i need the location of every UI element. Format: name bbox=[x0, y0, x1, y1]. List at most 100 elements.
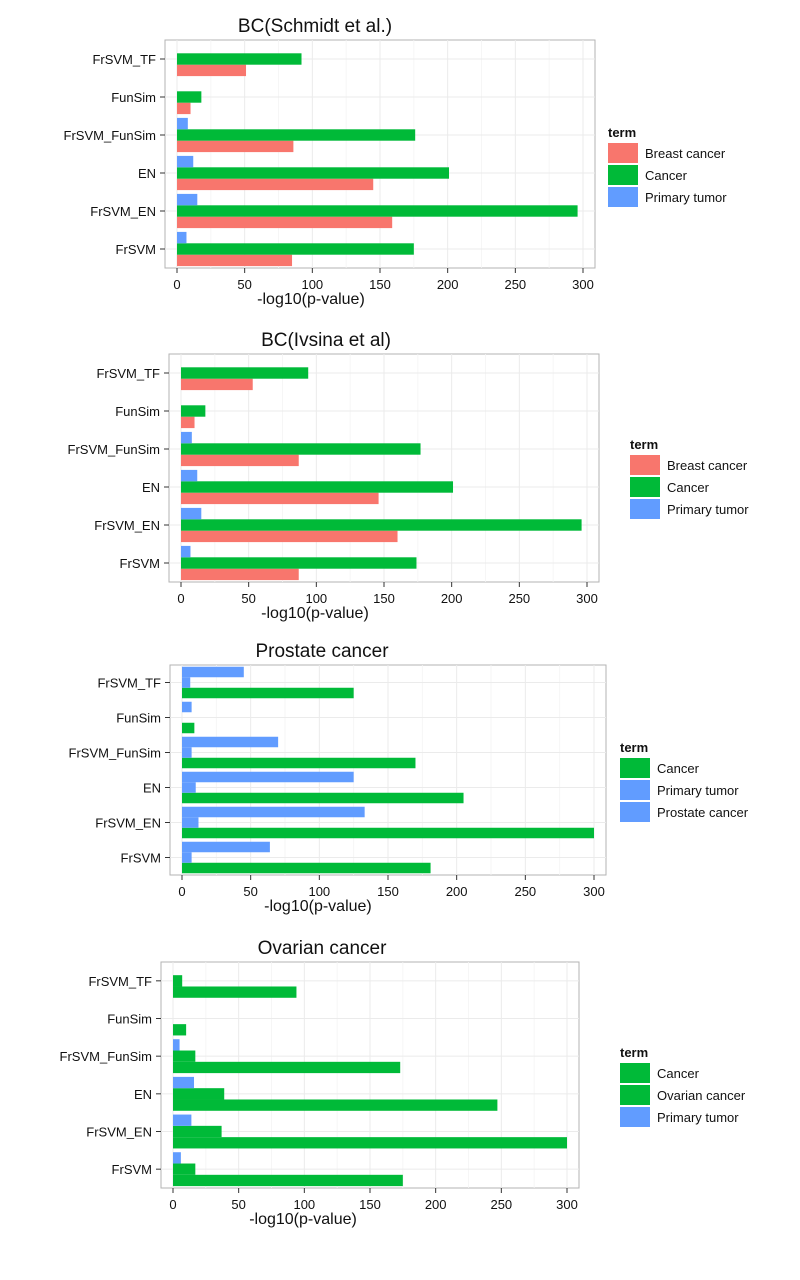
bar-cancer bbox=[173, 1024, 187, 1036]
x-tick-label: 150 bbox=[369, 277, 391, 292]
y-tick-label-frsvm-tf: FrSVM_TF bbox=[92, 52, 156, 67]
legend-label: Cancer bbox=[657, 761, 700, 776]
x-tick-label: 300 bbox=[576, 591, 598, 606]
legend-label: Breast cancer bbox=[667, 458, 748, 473]
bar-primary-tumor bbox=[177, 117, 188, 130]
x-tick-label: 200 bbox=[437, 277, 459, 292]
chart-panel-2: 0 50 100 150 200 250 300 FrSVM_TF FunSim FrSVM_Fu… bbox=[68, 330, 750, 622]
bar-cancer bbox=[182, 722, 195, 734]
bar-cancer bbox=[173, 986, 297, 998]
y-tick-label-frsvm: FrSVM bbox=[116, 242, 156, 257]
bar-primary-tumor bbox=[177, 193, 198, 206]
y-tick-label-frsvm: FrSVM bbox=[120, 556, 160, 571]
legend-label: Primary tumor bbox=[657, 783, 739, 798]
bar-breast-cancer bbox=[177, 254, 293, 267]
bar-cancer bbox=[181, 367, 309, 379]
bar-primary-tumor bbox=[182, 852, 192, 863]
y-tick-label-frsvm-tf: FrSVM_TF bbox=[97, 676, 161, 691]
bar-cancer bbox=[173, 1174, 403, 1187]
x-axis-label: -log10(p-value) bbox=[257, 291, 365, 308]
bar-primary-tumor bbox=[181, 431, 192, 444]
x-tick-label: 200 bbox=[425, 1197, 447, 1212]
chart-title: Ovarian cancer bbox=[258, 938, 388, 959]
y-tick-label-funsim: FunSim bbox=[107, 1012, 152, 1027]
x-axis-label: -log10(p-value) bbox=[261, 605, 369, 622]
legend-key bbox=[620, 1063, 650, 1083]
bar-breast-cancer bbox=[181, 530, 398, 543]
legend-key bbox=[620, 780, 650, 800]
bar-primary-tumor bbox=[181, 545, 191, 558]
bar-cancer bbox=[177, 53, 302, 65]
x-tick-label: 200 bbox=[441, 591, 463, 606]
y-tick-label-frsvm-en: FrSVM_EN bbox=[94, 518, 160, 533]
bar-cancer bbox=[182, 862, 431, 874]
y-tick-label-funsim: FunSim bbox=[111, 90, 156, 105]
legend-key bbox=[630, 477, 660, 497]
legend-key bbox=[608, 143, 638, 163]
x-tick-label: 250 bbox=[508, 591, 530, 606]
bar-cancer bbox=[173, 1061, 401, 1074]
legend-label: Prostate cancer bbox=[657, 805, 749, 820]
bar-cancer bbox=[181, 557, 417, 569]
x-tick-label: 100 bbox=[301, 277, 323, 292]
legend-label: Primary tumor bbox=[667, 502, 749, 517]
legend-title: term bbox=[620, 740, 648, 755]
y-tick-label-en: EN bbox=[142, 480, 160, 495]
legend-label: Ovarian cancer bbox=[657, 1088, 746, 1103]
bar-primary-tumor bbox=[182, 817, 199, 828]
legend-key bbox=[608, 187, 638, 207]
bar-ovarian-cancer bbox=[173, 1125, 222, 1138]
bar-primary-tumor bbox=[181, 469, 198, 482]
legend-key bbox=[620, 758, 650, 778]
y-tick-label-frsvm: FrSVM bbox=[121, 851, 161, 866]
bar-cancer bbox=[181, 519, 582, 531]
bar-primary-tumor bbox=[181, 507, 202, 520]
y-tick-label-frsvm-tf: FrSVM_TF bbox=[88, 974, 152, 989]
bar-breast-cancer bbox=[181, 568, 299, 581]
x-tick-label: 250 bbox=[490, 1197, 512, 1212]
x-tick-label: 300 bbox=[556, 1197, 578, 1212]
bar-primary-tumor bbox=[182, 677, 191, 688]
bar-breast-cancer bbox=[181, 454, 299, 467]
bar-cancer bbox=[182, 792, 464, 804]
x-tick-label: 300 bbox=[583, 884, 605, 899]
x-tick-label: 250 bbox=[504, 277, 526, 292]
legend-key bbox=[620, 802, 650, 822]
bar-breast-cancer bbox=[177, 140, 294, 153]
y-tick-label-frsvm-tf: FrSVM_TF bbox=[96, 366, 160, 381]
bar-prostate-cancer bbox=[182, 736, 279, 748]
x-tick-label: 0 bbox=[177, 591, 184, 606]
bar-breast-cancer bbox=[181, 416, 195, 429]
x-tick-label: 150 bbox=[377, 884, 399, 899]
bar-breast-cancer bbox=[177, 64, 247, 77]
x-tick-label: 50 bbox=[237, 277, 251, 292]
y-tick-label-frsvm-funsim: FrSVM_FunSim bbox=[64, 128, 156, 143]
legend-label: Breast cancer bbox=[645, 146, 726, 161]
x-tick-label: 150 bbox=[373, 591, 395, 606]
y-tick-label-frsvm-funsim: FrSVM_FunSim bbox=[69, 746, 161, 761]
bar-breast-cancer bbox=[177, 216, 393, 229]
x-tick-label: 150 bbox=[359, 1197, 381, 1212]
bar-breast-cancer bbox=[181, 492, 379, 505]
bar-primary-tumor bbox=[182, 782, 196, 793]
bar-cancer bbox=[173, 1099, 498, 1111]
y-tick-label-frsvm-funsim: FrSVM_FunSim bbox=[68, 442, 160, 457]
legend-key bbox=[630, 455, 660, 475]
legend-key bbox=[620, 1085, 650, 1105]
bar-primary-tumor bbox=[173, 1076, 195, 1089]
legend: term Breast cancer Cancer Primary tumor bbox=[608, 125, 727, 207]
y-tick-label-frsvm-en: FrSVM_EN bbox=[90, 204, 156, 219]
x-tick-label: 250 bbox=[514, 884, 536, 899]
legend: term Cancer Ovarian cancer Primary tumor bbox=[620, 1045, 746, 1127]
y-tick-label-frsvm-en: FrSVM_EN bbox=[86, 1125, 152, 1140]
y-tick-label-frsvm-funsim: FrSVM_FunSim bbox=[60, 1049, 152, 1064]
bar-ovarian-cancer bbox=[173, 1088, 225, 1100]
legend: term Breast cancer Cancer Primary tumor bbox=[630, 437, 749, 519]
bar-cancer bbox=[177, 243, 414, 255]
bar-ovarian-cancer bbox=[173, 1163, 196, 1175]
y-tick-label-funsim: FunSim bbox=[116, 711, 161, 726]
y-tick-label-en: EN bbox=[143, 781, 161, 796]
bar-cancer bbox=[181, 405, 206, 417]
x-tick-label: 100 bbox=[293, 1197, 315, 1212]
